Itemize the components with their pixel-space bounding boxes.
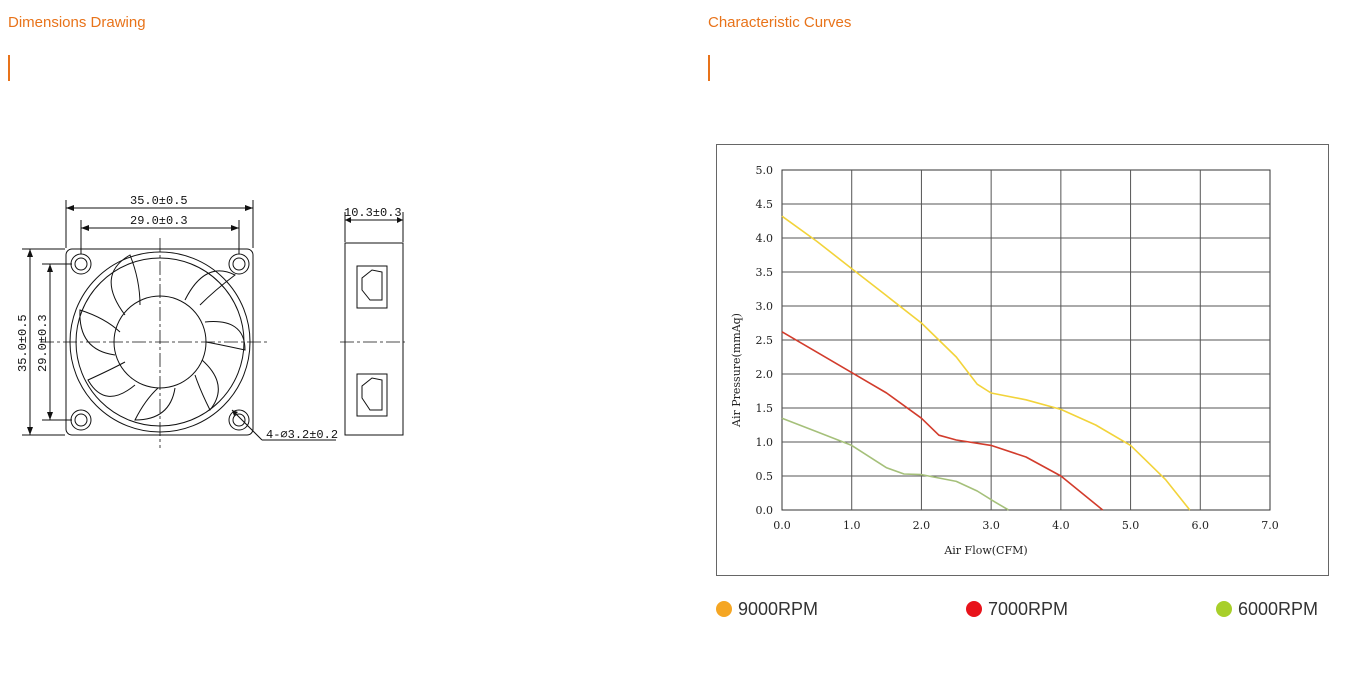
y-tick-label: 3.0 <box>756 300 774 313</box>
y-tick-label: 0.0 <box>756 504 774 517</box>
x-tick-label: 2.0 <box>913 519 931 532</box>
x-tick-label: 6.0 <box>1192 519 1210 532</box>
y-tick-label: 5.0 <box>756 164 774 177</box>
y-tick-label: 1.0 <box>756 436 774 449</box>
legend-dot-9000rpm <box>716 601 732 617</box>
hole-spacing-height-label: 29.0±0.3 <box>36 314 50 372</box>
legend-item-9000rpm: 9000RPM <box>716 597 818 621</box>
dimensions-drawing: 35.0±0.5 29.0±0.3 10.3±0.3 35.0±0.5 29.0… <box>16 194 405 448</box>
x-tick-label: 5.0 <box>1122 519 1140 532</box>
y-tick-label: 4.5 <box>756 198 774 211</box>
legend-item-6000rpm: 6000RPM <box>1216 597 1318 621</box>
y-tick-label: 0.5 <box>756 470 774 483</box>
dimensions-accent-bar <box>8 55 10 81</box>
legend-dot-6000rpm <box>1216 601 1232 617</box>
outer-width-label: 35.0±0.5 <box>130 194 188 208</box>
x-axis-label: Air Flow(CFM) <box>943 544 1027 557</box>
y-tick-label: 2.0 <box>756 368 774 381</box>
legend-label-6000rpm: 6000RPM <box>1238 598 1319 619</box>
characteristic-curves-chart: 0.0 1.0 2.0 3.0 4.0 5.0 6.0 7.0 0.0 0.5 1.0 1.5 2.0 2… <box>730 164 1279 557</box>
x-tick-label: 0.0 <box>773 519 791 532</box>
series-line-9000rpm <box>781 215 1191 511</box>
dimensions-drawing-title: Dimensions Drawing <box>8 14 146 31</box>
y-axis-label: Air Pressure(mmAq) <box>730 313 743 428</box>
x-tick-label: 4.0 <box>1052 519 1070 532</box>
x-tick-label: 1.0 <box>843 519 861 532</box>
hole-spacing-width-label: 29.0±0.3 <box>130 214 188 228</box>
depth-label: 10.3±0.3 <box>344 206 402 220</box>
series-line-6000rpm <box>781 417 1010 511</box>
chart-frame: 0.0 1.0 2.0 3.0 4.0 5.0 6.0 7.0 0.0 0.5 1.0 1.5 2.0 2… <box>716 144 1329 576</box>
x-tick-label: 3.0 <box>982 519 1000 532</box>
fan-side-view <box>344 242 404 436</box>
y-tick-label: 3.5 <box>756 266 774 279</box>
x-tick-label: 7.0 <box>1261 519 1279 532</box>
legend-label-9000rpm: 9000RPM <box>738 598 819 619</box>
curves-accent-bar <box>708 55 710 81</box>
mounting-holes-label: 4-⌀3.2±0.2 <box>266 428 338 442</box>
legend-dot-7000rpm <box>966 601 982 617</box>
y-tick-label: 1.5 <box>756 402 774 415</box>
characteristic-curves-title: Characteristic Curves <box>708 14 852 31</box>
legend-label-7000rpm: 7000RPM <box>988 598 1069 619</box>
y-tick-label: 2.5 <box>756 334 774 347</box>
y-tick-label: 4.0 <box>756 232 774 245</box>
fan-blades <box>79 254 246 421</box>
series-line-7000rpm <box>781 331 1104 511</box>
outer-height-label: 35.0±0.5 <box>16 314 30 372</box>
legend-item-7000rpm: 7000RPM <box>966 597 1068 621</box>
